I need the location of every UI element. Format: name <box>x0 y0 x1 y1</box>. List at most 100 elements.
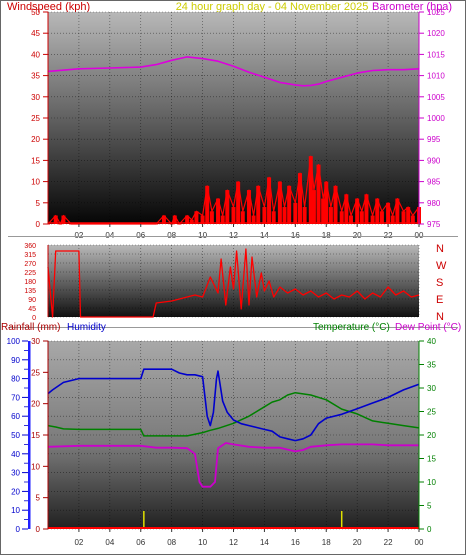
p1-time-label: 16 <box>291 231 300 240</box>
wind-bar <box>282 207 287 224</box>
chart-title: 24 hour graph day - 04 November 2025 <box>176 1 369 13</box>
wind-bar <box>390 215 395 224</box>
barometer-tick-label: 1010 <box>427 72 445 81</box>
p1-time-label: 00 <box>415 231 424 240</box>
direction-tick-label: 180 <box>24 279 36 286</box>
p3-time-label: 20 <box>353 538 362 547</box>
wind-bar <box>406 207 411 224</box>
p1-time-label: 20 <box>353 231 362 240</box>
temperature-tick-label: 5 <box>427 502 432 511</box>
wind-bar <box>401 211 406 224</box>
wind-bar <box>379 211 384 224</box>
barometer-tick-label: 995 <box>427 135 441 144</box>
humidity-line <box>47 368 420 442</box>
wind-bar <box>355 198 360 224</box>
humidity-tick-label: 30 <box>11 469 20 478</box>
temperature-line <box>47 391 420 437</box>
wind-bar <box>410 215 415 224</box>
series-layer <box>46 56 421 529</box>
temperature-tick-label: 40 <box>427 337 436 346</box>
temperature-tick-label: 15 <box>427 455 436 464</box>
temperature-tick-label: 30 <box>427 384 436 393</box>
wind-bar <box>395 198 400 224</box>
humidity-tick-label: 70 <box>11 393 20 402</box>
temperature-tick-label: 25 <box>427 408 436 417</box>
temperature-tick-label: 20 <box>427 431 436 440</box>
wind-bar <box>225 190 230 224</box>
p1-time-label: 04 <box>105 231 114 240</box>
rainfall-tick-label: 5 <box>36 494 41 503</box>
wind-bar <box>205 185 210 224</box>
humidity-tick-label: 60 <box>11 412 20 421</box>
humidity-tick-label: 50 <box>11 431 20 440</box>
p1-time-label: 14 <box>260 231 269 240</box>
barometer-tick-label: 985 <box>427 178 441 187</box>
wind-bar <box>200 215 205 224</box>
humidity-tick-label: 90 <box>11 356 20 365</box>
p1-time-label: 06 <box>136 231 145 240</box>
wind-bar <box>308 156 313 224</box>
wind-bar <box>267 177 272 224</box>
p1-time-label: 02 <box>74 231 83 240</box>
direction-tick-label: 360 <box>24 243 36 250</box>
dewpoint-axis-title: Dew Point (°C) <box>395 322 461 333</box>
p3-time-label: 22 <box>384 538 393 547</box>
wind-tick-label: 10 <box>31 178 40 187</box>
wind-bar <box>194 211 199 224</box>
barometer-tick-label: 1025 <box>427 8 445 17</box>
temperature-tick-label: 35 <box>427 361 436 370</box>
humidity-tick-label: 80 <box>11 375 20 384</box>
rainfall-tick-label: 30 <box>31 337 40 346</box>
wind-bar <box>386 202 391 224</box>
p1-time-label: 12 <box>229 231 238 240</box>
wind-bar <box>256 185 261 224</box>
wind-tick-label: 0 <box>36 220 41 229</box>
p1-time-label: 08 <box>167 231 176 240</box>
wind-bar <box>297 173 302 224</box>
temperature-tick-label: 10 <box>427 478 436 487</box>
direction-tick-label: 135 <box>24 288 36 295</box>
compass-label: E <box>436 294 443 306</box>
wind-bar <box>236 181 241 224</box>
wind-tick-label: 20 <box>31 135 40 144</box>
p3-time-label: 06 <box>136 538 145 547</box>
rainfall-tick-label: 15 <box>31 431 40 440</box>
p3-time-label: 12 <box>229 538 238 547</box>
wind-bar <box>293 202 298 224</box>
wind-bar <box>324 181 329 224</box>
wind-bar <box>161 215 166 224</box>
barometer-tick-label: 1005 <box>427 93 445 102</box>
wind-bar <box>240 211 245 224</box>
compass-label: N <box>436 311 444 323</box>
wind-bar <box>216 198 221 224</box>
wind-bar <box>172 215 177 224</box>
barometer-tick-label: 975 <box>427 220 441 229</box>
wind-bar <box>348 215 353 224</box>
wind-tick-label: 35 <box>31 72 40 81</box>
compass-label: S <box>436 277 443 289</box>
humidity-tick-label: 40 <box>11 450 20 459</box>
humidity-axis-title: Humidity <box>67 322 106 333</box>
p3-time-label: 10 <box>198 538 207 547</box>
p3-time-label: 08 <box>167 538 176 547</box>
wind-bar <box>262 207 267 224</box>
wind-bar <box>311 190 316 224</box>
barometer-tick-label: 980 <box>427 199 441 208</box>
p3-time-label: 18 <box>322 538 331 547</box>
wind-bar <box>53 215 58 224</box>
wind-axis-title: Windspeed (kph) <box>7 1 90 13</box>
temperature-tick-label: 0 <box>427 525 432 534</box>
humidity-tick-label: 0 <box>16 525 21 534</box>
wind-tick-label: 25 <box>31 114 40 123</box>
wind-bar <box>246 190 251 224</box>
wind-bar <box>375 198 380 224</box>
direction-tick-label: 315 <box>24 252 36 259</box>
compass-label: W <box>436 260 447 272</box>
humidity-tick-label: 10 <box>11 506 20 515</box>
wind-bar <box>209 211 214 224</box>
p1-time-label: 10 <box>198 231 207 240</box>
wind-tick-label: 5 <box>36 199 41 208</box>
wind-bar <box>287 185 292 224</box>
barometer-line <box>47 56 420 87</box>
wind-bar <box>302 207 307 224</box>
